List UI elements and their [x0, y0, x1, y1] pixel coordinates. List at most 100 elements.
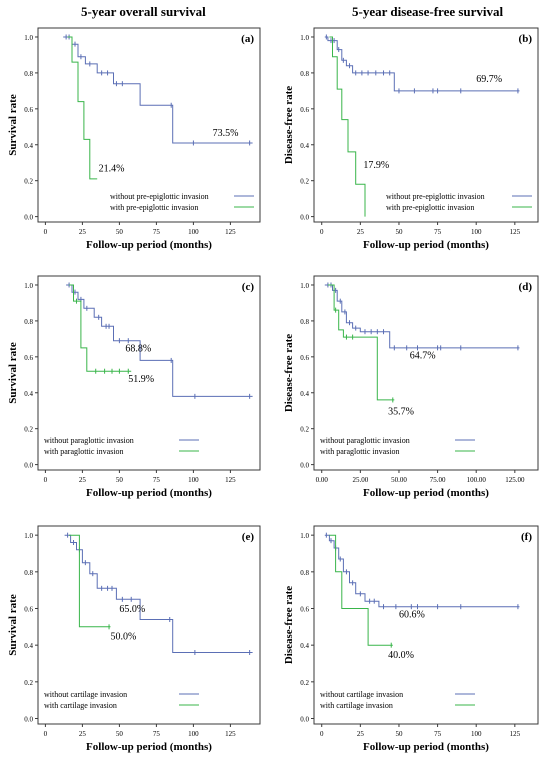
panel-label: (f) [521, 531, 532, 543]
y-tick-label: 0.8 [300, 318, 309, 326]
legend-entry-label: with cartilage invasion [44, 701, 117, 710]
y-tick-label: 0.4 [300, 642, 309, 650]
survival-curve-series-1 [64, 534, 253, 653]
y-tick-label: 1.0 [300, 532, 309, 540]
chart-panel-b: 0.0 0.2 0.4 0.6 0.8 1.0 0 25 50 75 100 125 Follow-up… [283, 27, 539, 251]
x-axis-label: Follow-up period (months) [86, 741, 212, 753]
x-tick-label: 100 [471, 730, 482, 738]
survival-curve-series-2 [329, 534, 393, 646]
legend-entry-label: with pre-epiglottic invasion [110, 203, 198, 212]
end-label-series-1: 69.7% [476, 74, 502, 85]
y-tick-label: 0.0 [24, 214, 33, 222]
y-tick-label: 0.2 [24, 679, 33, 687]
x-tick-label: 0 [320, 730, 324, 738]
plot-frame [313, 525, 539, 725]
chart-panel-f: 0.0 0.2 0.4 0.6 0.8 1.0 0 25 50 75 100 125 Follow-up… [283, 525, 539, 753]
y-tick-label: 0.4 [24, 390, 33, 398]
x-tick-label: 25.00 [352, 476, 368, 484]
y-tick-label: 0.8 [24, 318, 33, 326]
y-tick-label: 1.0 [300, 34, 309, 42]
y-tick-label: 0.0 [24, 716, 33, 724]
y-axis-label: Disease-free rate [283, 86, 295, 164]
plot-frame [37, 525, 261, 725]
legend-entry-label: with paraglottic invasion [44, 447, 124, 456]
plot-frame [313, 275, 539, 471]
x-tick-label: 125.00 [505, 476, 525, 484]
legend-entry-label: without cartilage invasion [320, 690, 403, 699]
x-axis-label: Follow-up period (months) [86, 239, 212, 251]
x-axis-label: Follow-up period (months) [363, 487, 489, 499]
y-axis-label: Disease-free rate [283, 586, 295, 664]
y-tick-label: 0.4 [300, 142, 309, 150]
legend-entry-label: without paraglottic invasion [44, 436, 134, 445]
y-tick-label: 0.6 [24, 354, 33, 362]
x-tick-label: 50 [116, 476, 124, 484]
x-tick-label: 125 [510, 730, 521, 738]
chart-panel-e: 0.0 0.2 0.4 0.6 0.8 1.0 0 25 50 75 100 125 Follow-up… [7, 525, 261, 753]
survival-curve-series-2 [69, 534, 111, 628]
x-tick-label: 25 [357, 730, 365, 738]
y-tick-label: 0.4 [24, 642, 33, 650]
x-tick-label: 125 [225, 476, 236, 484]
x-tick-label: 75 [434, 228, 442, 236]
y-tick-label: 0.2 [300, 178, 309, 186]
end-label-series-2: 21.4% [99, 164, 125, 175]
survival-curve-series-2 [329, 36, 366, 217]
plot-frame [37, 27, 261, 223]
y-axis-label: Disease-free rate [283, 334, 295, 412]
y-tick-label: 0.8 [300, 569, 309, 577]
chart-panel-c: 0.0 0.2 0.4 0.6 0.8 1.0 0 25 50 75 100 125 Follow-up… [7, 275, 261, 499]
y-tick-label: 0.8 [24, 70, 33, 78]
x-tick-label: 25 [357, 228, 365, 236]
x-tick-label: 75 [153, 228, 161, 236]
y-tick-label: 1.0 [24, 282, 33, 290]
x-tick-label: 25 [79, 476, 87, 484]
panel-label: (a) [241, 33, 254, 45]
y-tick-label: 0.6 [300, 606, 309, 614]
x-tick-label: 50 [395, 730, 403, 738]
chart-panel-a: 0.0 0.2 0.4 0.6 0.8 1.0 0 25 50 75 100 125 Follow-up… [7, 27, 261, 251]
y-tick-label: 1.0 [24, 34, 33, 42]
end-label-series-1: 60.6% [399, 610, 425, 621]
x-tick-label: 75 [153, 476, 161, 484]
x-tick-label: 100 [188, 730, 199, 738]
survival-curve-series-1 [324, 36, 520, 92]
y-tick-label: 0.2 [24, 426, 33, 434]
x-axis-label: Follow-up period (months) [86, 487, 212, 499]
x-tick-label: 0.00 [316, 476, 329, 484]
y-tick-label: 0.6 [300, 354, 309, 362]
legend-entry-label: without pre-epiglottic invasion [110, 192, 209, 201]
chart-panel-d: 0.0 0.2 0.4 0.6 0.8 1.0 0.00 25.00 50.00 75.00 100… [283, 275, 539, 499]
y-tick-label: 0.2 [300, 426, 309, 434]
y-tick-label: 0.6 [24, 106, 33, 114]
x-tick-label: 100.00 [467, 476, 487, 484]
y-tick-label: 0.6 [300, 106, 309, 114]
survival-curve-series-1 [66, 284, 253, 397]
column-title-overall-survival: 5-year overall survival [81, 4, 206, 19]
column-title-disease-free-survival: 5-year disease-free survival [352, 4, 504, 19]
x-tick-label: 0 [320, 228, 324, 236]
y-tick-label: 0.0 [300, 214, 309, 222]
y-tick-label: 0.8 [300, 70, 309, 78]
legend-entry-label: with paraglottic invasion [320, 447, 400, 456]
x-tick-label: 125 [225, 730, 236, 738]
survival-curve-series-2 [69, 284, 132, 372]
end-label-series-1: 73.5% [213, 128, 239, 139]
x-tick-label: 50 [116, 730, 124, 738]
x-tick-label: 0 [44, 476, 48, 484]
end-label-series-1: 64.7% [410, 351, 436, 362]
x-axis-label: Follow-up period (months) [363, 741, 489, 753]
legend-entry-label: with pre-epiglottic invasion [386, 203, 474, 212]
end-label-series-1: 65.0% [119, 604, 145, 615]
legend-entry-label: without paraglottic invasion [320, 436, 410, 445]
x-tick-label: 25 [79, 228, 87, 236]
y-tick-label: 0.0 [300, 716, 309, 724]
x-tick-label: 125 [510, 228, 521, 236]
survival-curve-series-2 [67, 36, 98, 180]
panel-label: (e) [242, 531, 255, 543]
y-axis-label: Survival rate [7, 94, 19, 156]
y-tick-label: 1.0 [24, 532, 33, 540]
x-tick-label: 75 [434, 730, 442, 738]
y-tick-label: 0.2 [24, 178, 33, 186]
y-tick-label: 0.2 [300, 679, 309, 687]
